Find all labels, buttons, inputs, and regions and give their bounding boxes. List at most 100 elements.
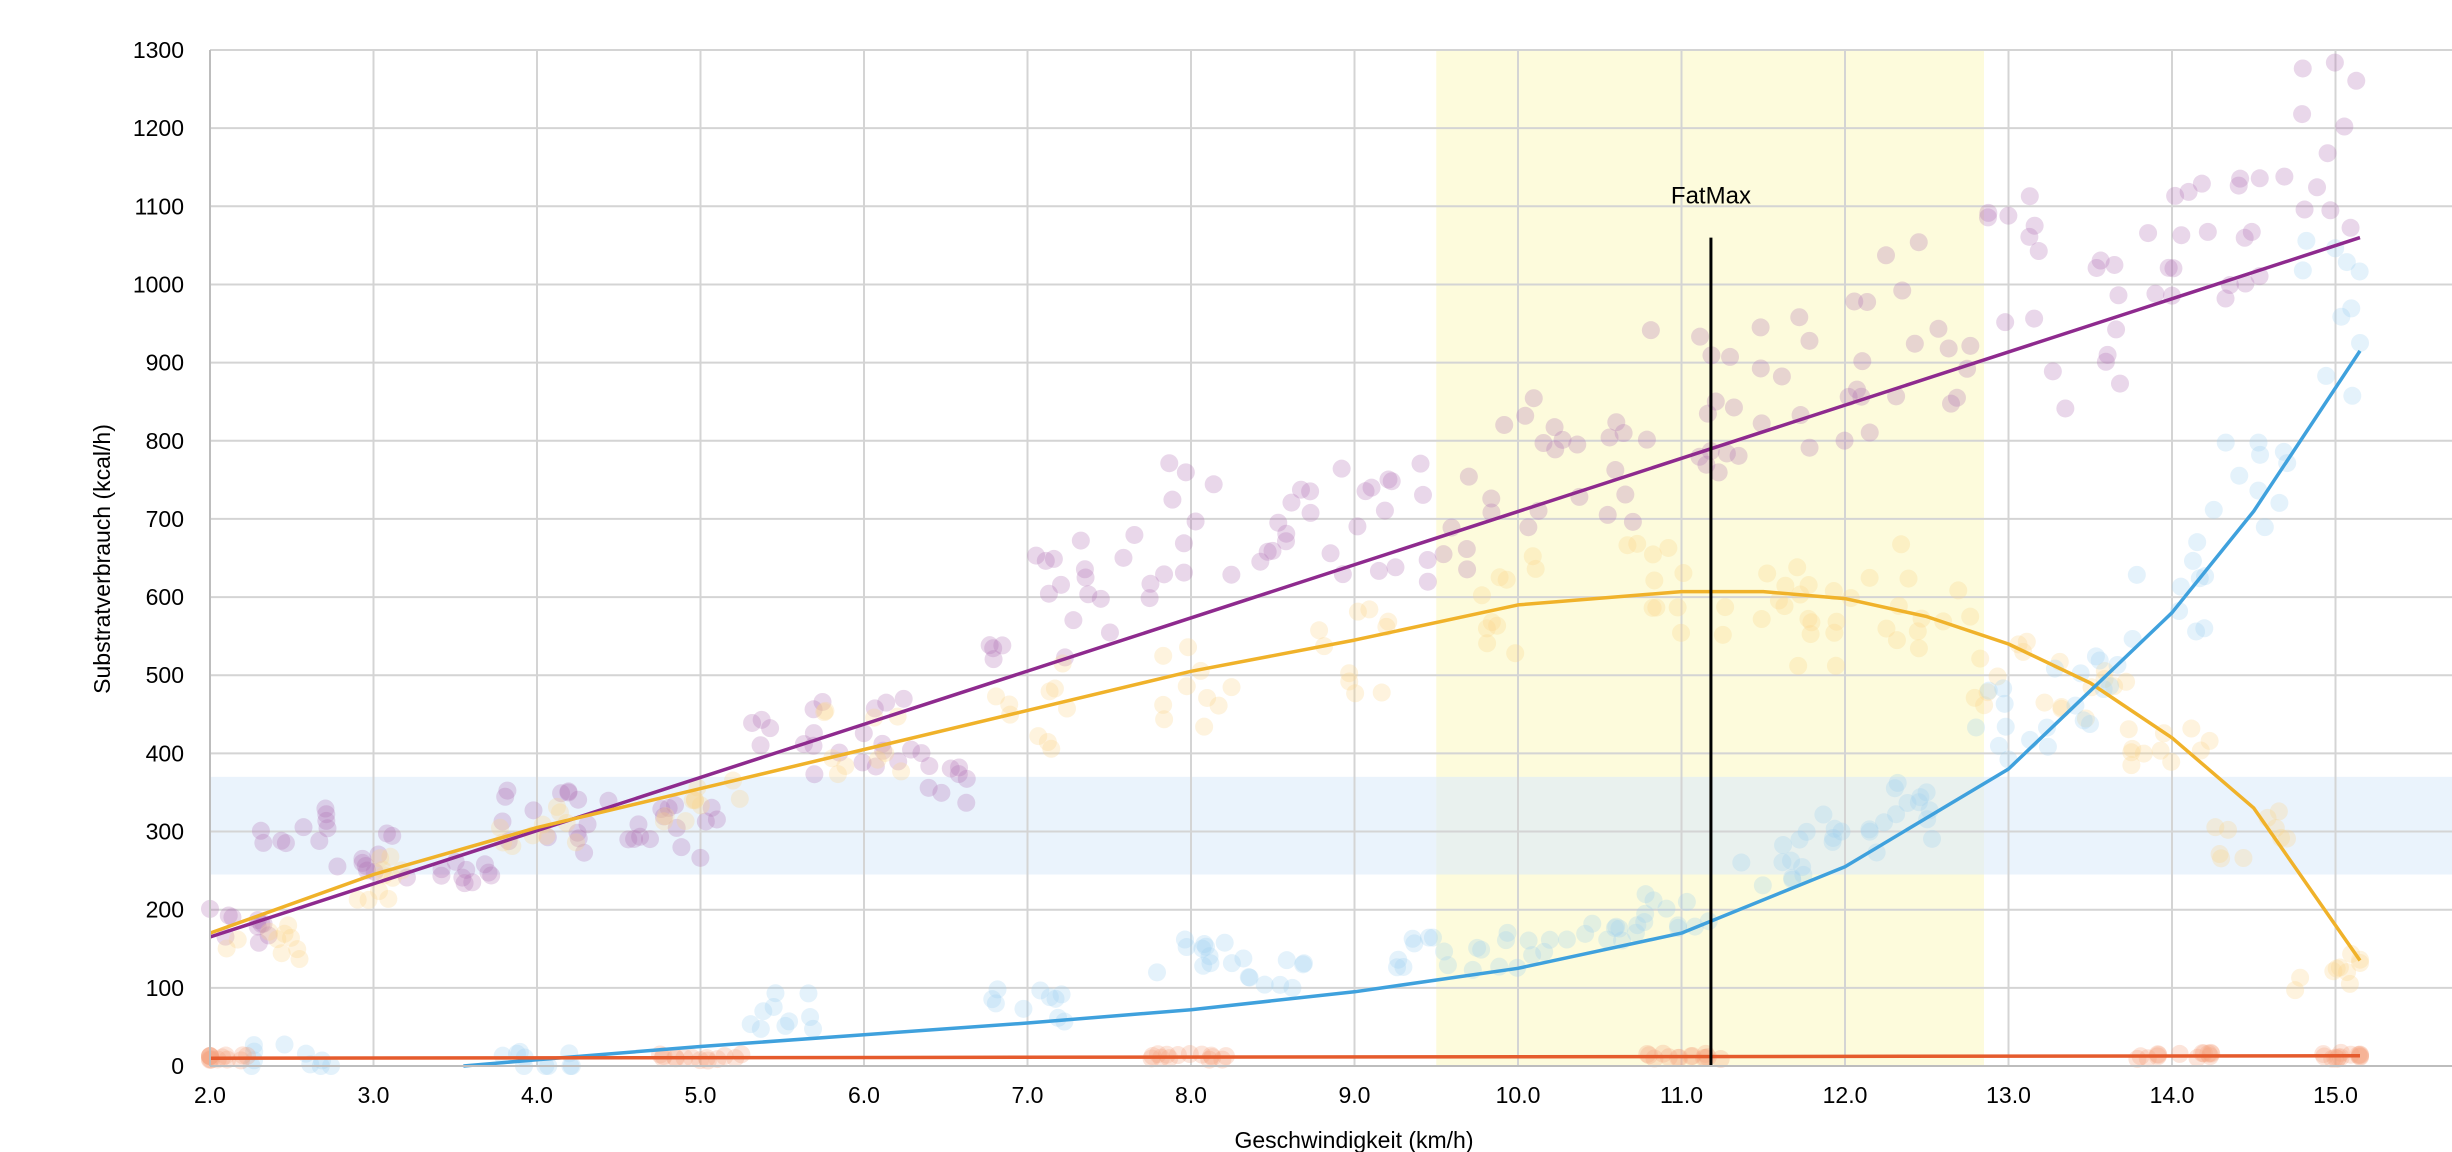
fat-point [1799, 576, 1818, 595]
fat-point [1788, 558, 1807, 577]
carbohydrate-point [296, 1044, 315, 1063]
carbohydrate-point [1540, 930, 1559, 949]
total-point [1100, 623, 1119, 642]
total-point [1382, 472, 1401, 491]
fat-point [2191, 741, 2210, 760]
fat-point [1478, 634, 1497, 653]
fat-point [1825, 623, 1844, 642]
fat-point [892, 762, 911, 781]
total-point [1141, 574, 1160, 593]
fat-point [348, 890, 367, 909]
total-point [805, 765, 824, 784]
total-point [2107, 320, 2126, 339]
y-tick-label: 400 [146, 740, 184, 766]
carbohydrate-point [1917, 783, 1936, 802]
total-point [1114, 548, 1133, 567]
carbohydrate-point [766, 984, 785, 1003]
total-point [2098, 345, 2117, 364]
axes [209, 50, 2452, 1067]
total-point [672, 838, 691, 857]
fat-point [1497, 570, 1516, 589]
carbohydrate-point [1607, 917, 1626, 936]
total-point [2020, 187, 2039, 206]
total-point [1039, 584, 1058, 603]
fat-point [2119, 720, 2138, 739]
carbohydrate-point [560, 1044, 579, 1063]
total-point [2335, 117, 2354, 136]
total-point [2275, 167, 2294, 186]
carbohydrate-point [2127, 565, 2146, 584]
total-point [2318, 144, 2337, 163]
carbohydrate-point [1875, 813, 1894, 832]
fat-trend-line [209, 589, 2362, 962]
total-point [2231, 169, 2250, 188]
carbohydrate-point [1782, 851, 1801, 870]
total-point [854, 724, 873, 743]
protein-point [2170, 1044, 2189, 1063]
carbohydrate-point [2195, 619, 2214, 638]
carbohydrate-point [1814, 805, 1833, 824]
y-tick-label: 100 [146, 975, 184, 1001]
fat-point [1961, 607, 1980, 626]
carbohydrate-point [1194, 956, 1213, 975]
total-point [865, 699, 884, 718]
total-point [1979, 203, 1998, 222]
total-point [2164, 259, 2183, 278]
total-point [2235, 228, 2254, 247]
total-point [902, 740, 921, 759]
carbohydrate-point [1669, 916, 1688, 935]
total-point [2109, 286, 2128, 305]
fat-point [2095, 662, 2114, 681]
protein-point [238, 1046, 257, 1065]
total-point [1887, 387, 1906, 406]
total-point [1553, 430, 1572, 449]
total-point [1348, 517, 1367, 536]
protein-point [231, 1051, 250, 1070]
carbohydrate-point [1824, 828, 1843, 847]
fat-point [1752, 610, 1771, 629]
protein-point [1148, 1045, 1167, 1064]
carbohydrate-point [1472, 940, 1491, 959]
fat-point [2269, 802, 2288, 821]
carbohydrate-point [2351, 333, 2370, 352]
carbohydrate-point [1583, 914, 1602, 933]
fat-point [1775, 597, 1794, 616]
protein-point [2202, 1044, 2221, 1063]
total-point [1996, 313, 2015, 332]
total-point [251, 821, 270, 840]
fat-point [369, 882, 388, 901]
total-point [317, 805, 336, 824]
carbohydrate-point [751, 1019, 770, 1038]
protein-trend-line [209, 1054, 2361, 1060]
total-point [1160, 454, 1179, 473]
y-tick-label: 800 [146, 428, 184, 454]
fat-point [1379, 612, 1398, 631]
fat-point [2338, 963, 2357, 982]
total-point [853, 753, 872, 772]
fat-point [836, 757, 855, 776]
fat-point [1526, 559, 1545, 578]
fat-point [1523, 547, 1542, 566]
carbohydrate-point [1995, 694, 2014, 713]
fat-point [2210, 845, 2229, 864]
carbohydrate-point [1635, 913, 1654, 932]
total-point [328, 857, 347, 876]
total-point [219, 906, 238, 925]
total-point [691, 848, 710, 867]
total-point [629, 815, 648, 834]
total-point [1434, 545, 1453, 564]
carbohydrate-point [1605, 919, 1624, 938]
fat-point [260, 922, 279, 941]
total-point [1942, 394, 1961, 413]
total-point [1616, 485, 1635, 504]
fat-point [275, 924, 294, 943]
fat-point [1340, 672, 1359, 691]
carbohydrate-point [1255, 975, 1274, 994]
total-point [984, 639, 1003, 658]
carbohydrate-point [1419, 928, 1438, 947]
total-point [575, 843, 594, 862]
fat-point [1340, 664, 1359, 683]
fat-point [1618, 536, 1637, 555]
total-point [482, 866, 501, 885]
